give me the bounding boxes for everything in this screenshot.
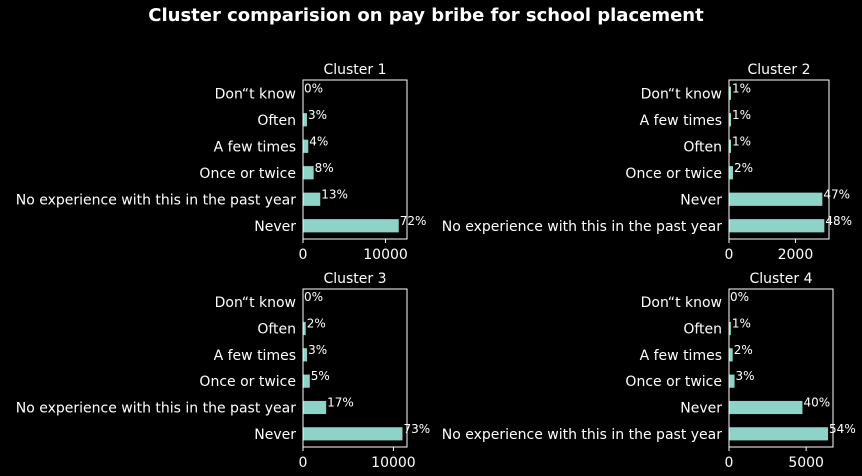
percent-label: 0% xyxy=(304,290,323,304)
category-label: Often xyxy=(257,113,296,129)
bar xyxy=(303,348,308,362)
bar xyxy=(729,166,733,180)
panel-frame xyxy=(728,79,830,240)
percent-label: 73% xyxy=(403,422,430,436)
category-label: Don“t know xyxy=(641,86,722,102)
bar xyxy=(729,219,825,233)
percent-label: 1% xyxy=(732,317,751,331)
x-tick-label: 5000 xyxy=(788,455,824,471)
category-label: Don“t know xyxy=(215,86,296,102)
bar xyxy=(729,192,823,206)
percent-label: 3% xyxy=(308,343,327,357)
x-tick-label: 10000 xyxy=(363,247,408,263)
x-tick-label: 2000 xyxy=(778,247,814,263)
bar xyxy=(303,400,327,415)
bar xyxy=(303,374,310,388)
percent-label: 54% xyxy=(829,422,856,436)
percent-label: 5% xyxy=(311,369,330,383)
category-label: Never xyxy=(254,427,296,443)
percent-label: 1% xyxy=(732,134,751,148)
percent-label: 13% xyxy=(321,187,348,201)
category-label: Don“t know xyxy=(641,295,722,311)
category-label: Once or twice xyxy=(625,374,722,390)
bar xyxy=(303,113,307,127)
percent-label: 0% xyxy=(304,81,323,95)
panel-cluster-4: Cluster 4 No experience with this in the … xyxy=(442,271,856,471)
bar xyxy=(729,139,731,153)
x-tick-label: 0 xyxy=(725,455,734,471)
percent-label: 17% xyxy=(327,396,354,410)
category-label: Often xyxy=(257,322,296,338)
percent-label: 0% xyxy=(730,290,749,304)
bar xyxy=(303,166,314,180)
bar xyxy=(729,86,731,100)
percent-label: 40% xyxy=(803,396,830,410)
bar xyxy=(303,192,321,206)
category-label: A few times xyxy=(214,348,296,364)
percent-label: 4% xyxy=(309,134,328,148)
category-label: Once or twice xyxy=(199,166,296,182)
panel-cluster-3: Cluster 3 Never 73% No experience with this… xyxy=(16,271,430,471)
category-label: No experience with this in the past year xyxy=(442,219,722,235)
panel-frame xyxy=(302,79,408,240)
bar xyxy=(729,427,829,441)
percent-label: 72% xyxy=(400,214,427,228)
panel-title: Cluster 4 xyxy=(749,271,812,287)
chart-panels: Cluster 1 Never 72% No experience with this… xyxy=(16,62,856,471)
bar xyxy=(729,321,731,336)
panel-title: Cluster 2 xyxy=(747,62,810,78)
bar xyxy=(729,348,733,362)
category-label: A few times xyxy=(640,113,722,129)
percent-label: 3% xyxy=(308,108,327,122)
category-label: Often xyxy=(683,139,722,155)
x-tick-label: 10000 xyxy=(371,455,416,471)
bar xyxy=(729,400,803,415)
bar xyxy=(303,321,306,336)
percent-label: 8% xyxy=(315,161,334,175)
percent-label: 1% xyxy=(732,108,751,122)
chart-title: Cluster comparision on pay bribe for sch… xyxy=(148,5,704,26)
category-label: No experience with this in the past year xyxy=(16,401,296,417)
percent-label: 2% xyxy=(734,161,753,175)
percent-label: 1% xyxy=(732,81,751,95)
percent-label: 48% xyxy=(825,214,852,228)
category-label: Never xyxy=(680,192,722,208)
bar xyxy=(303,219,399,233)
bar xyxy=(303,139,309,153)
percent-label: 2% xyxy=(307,317,326,331)
category-label: A few times xyxy=(214,139,296,155)
category-label: Never xyxy=(680,401,722,417)
category-label: Once or twice xyxy=(625,166,722,182)
category-label: Never xyxy=(254,219,296,235)
bar xyxy=(729,113,731,127)
panel-cluster-1: Cluster 1 Never 72% No experience with this… xyxy=(16,62,427,263)
x-tick-label: 0 xyxy=(299,455,308,471)
panel-title: Cluster 1 xyxy=(323,62,386,78)
category-label: Once or twice xyxy=(199,374,296,390)
percent-label: 3% xyxy=(736,369,755,383)
x-tick-label: 0 xyxy=(299,247,308,263)
bar xyxy=(729,374,735,388)
x-tick-label: 0 xyxy=(725,247,734,263)
category-label: A few times xyxy=(640,348,722,364)
panel-frame xyxy=(728,288,834,448)
percent-label: 47% xyxy=(823,187,850,201)
category-label: No experience with this in the past year xyxy=(442,427,722,443)
category-label: Don“t know xyxy=(215,295,296,311)
category-label: Often xyxy=(683,322,722,338)
panel-frame xyxy=(302,288,408,448)
category-label: No experience with this in the past year xyxy=(16,192,296,208)
bar xyxy=(303,427,403,441)
panel-cluster-2: Cluster 2 No experience with this in the … xyxy=(442,62,852,263)
panel-title: Cluster 3 xyxy=(323,271,386,287)
percent-label: 2% xyxy=(734,343,753,357)
